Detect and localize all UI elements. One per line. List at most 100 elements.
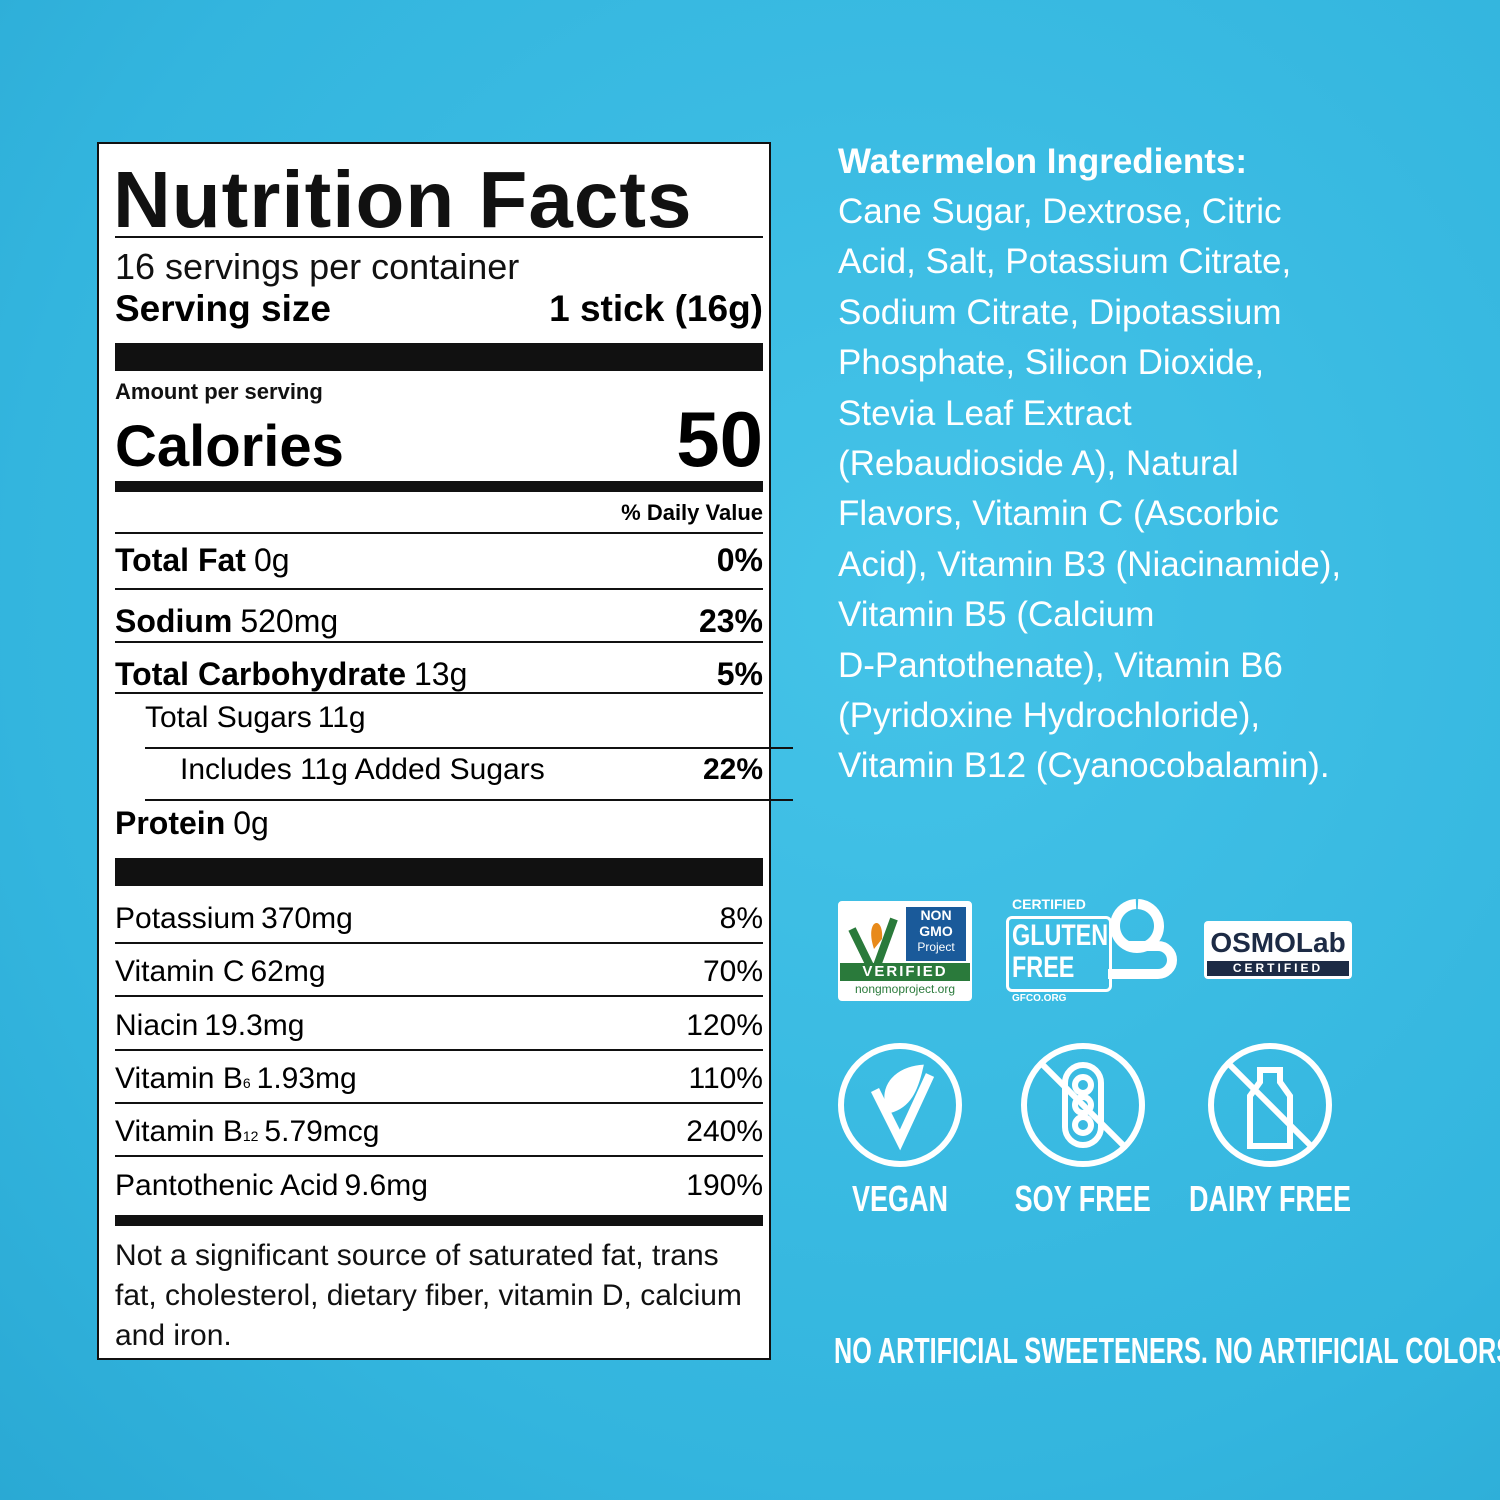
vitamin-dv: 190% (686, 1168, 763, 1202)
nutrient-amount: 0g (233, 805, 269, 841)
dv-header: % Daily Value (621, 500, 763, 525)
vitamin-row: Potassium 370mg 8% (115, 902, 763, 936)
ingredient-line: Acid), Vitamin B3 (Niacinamide), (838, 544, 1342, 584)
servings: 16 servings per container (115, 246, 520, 287)
vitamin-name: Vitamin B (115, 1061, 243, 1095)
badge-text: GMO (919, 923, 953, 939)
nutrient-amount: 0g (253, 542, 290, 578)
nutrient-amount: 520mg (240, 603, 339, 639)
nutrient-name: Sodium (115, 603, 233, 639)
nutrient-name: Total Fat (115, 542, 246, 578)
rule (115, 532, 763, 534)
rule (145, 747, 793, 749)
vitamin-name: Niacin (115, 1008, 199, 1042)
vitamin-name: Potassium (115, 902, 256, 935)
badge-text: GLUTEN (1012, 919, 1109, 952)
vitamin-name: Pantothenic Acid (115, 1168, 339, 1202)
gluten-free-badge: CERTIFIED GLUTEN FREE GFCO.ORG (1006, 896, 1177, 1006)
icon-label-text: SOY FREE (1014, 1178, 1152, 1219)
nutrient-row: Includes 11g Added Sugars 22% (115, 753, 763, 787)
ingredient-line: (Rebaudioside A), Natural (838, 444, 1239, 483)
vitamin-row: Vitamin C 62mg 70% (115, 955, 763, 989)
rule (115, 1048, 763, 1051)
vitamin-amount: 19.3mg (204, 1008, 305, 1042)
vitamin-name: Vitamin B (115, 1115, 243, 1149)
ingredient-line: (Pyridoxine Hydrochloride), (838, 696, 1261, 735)
ingredient-line: Flavors, Vitamin C (Ascorbic (838, 494, 1279, 534)
vitamin-amount: 9.6mg (344, 1168, 428, 1202)
vitamin-dv: 240% (686, 1115, 763, 1149)
vitamin-subscript: 6 (242, 1074, 251, 1091)
vitamin-dv: 120% (686, 1008, 763, 1042)
vitamin-name: Vitamin C (115, 955, 245, 989)
vitamin-amount: 62mg (250, 955, 326, 989)
vitamin-amount: 5.79mcg (264, 1115, 380, 1149)
vitamin-amount: 1.93mg (256, 1061, 357, 1095)
badge-text: OSMOLab (1210, 927, 1346, 958)
non-gmo-badge: NON GMO Project VERIFIED nongmoproject.o… (838, 901, 972, 1001)
medium-rule (115, 481, 763, 492)
nutrient-row: Total Sugars 11g (115, 701, 763, 735)
icon-label: VEGAN (750, 1178, 1050, 1220)
serving-size-label: Serving size (115, 288, 331, 329)
rule (115, 942, 763, 944)
nutrient-name: Total Sugars (145, 701, 312, 734)
ingredient-line: Phosphate, Silicon Dioxide, (838, 343, 1265, 383)
nutrient-dv: 23% (698, 603, 763, 639)
ingredient-line: Stevia Leaf Extract (838, 393, 1132, 433)
ingredient-line: Vitamin B5 (Calcium (838, 595, 1155, 635)
rule (115, 588, 763, 590)
icon-label: DAIRY FREE (1120, 1178, 1420, 1220)
g-icon (1108, 899, 1177, 979)
vitamin-dv: 110% (688, 1061, 763, 1095)
ingredient-line: Sodium Citrate, Dipotassium (838, 292, 1282, 332)
osmolab-badge: OSMOLab CERTIFIED (1204, 921, 1352, 979)
badge-text: VERIFIED (840, 963, 970, 981)
badge-text: CERTIFIED (1207, 961, 1349, 976)
ingredient-line: Vitamin B12 (Cyanocobalamin). (838, 746, 1330, 786)
vitamin-row: Vitamin B 12 5.79mcg 240% (115, 1115, 763, 1149)
vitamin-row: Vitamin B 6 1.93mg 110% (115, 1062, 763, 1096)
nutrient-row: Total Carbohydrate 13g 5% (115, 656, 763, 693)
nutrient-amount: 11g (317, 701, 366, 734)
tagline: NO ARTIFICIAL SWEETENERS. NO ARTIFICIAL … (834, 1330, 1500, 1371)
thick-rule (115, 858, 763, 886)
nutrient-amount: 13g (414, 656, 468, 692)
nutrient-dv: 22% (702, 753, 763, 786)
ingredient-line: Cane Sugar, Dextrose, Citric (838, 192, 1282, 231)
calories-row: Calories 50 (115, 394, 763, 485)
nutrient-row: Protein 0g (115, 805, 763, 842)
calories: 50 (676, 395, 763, 483)
tagline-wrap: NO ARTIFICIAL SWEETENERS. NO ARTIFICIAL … (834, 1330, 1500, 1372)
vitamin-subscript: 12 (242, 1128, 259, 1145)
footnote: Not a significant source of saturated fa… (115, 1239, 742, 1352)
ingredient-line: Acid, Salt, Potassium Citrate, (838, 242, 1292, 282)
badge-text: GFCO.ORG (1012, 993, 1067, 1004)
calories-label: Calories (115, 414, 344, 479)
badge-text: NON (920, 907, 952, 923)
dv-header-row: % Daily Value (115, 500, 763, 526)
vitamin-dv: 70% (702, 955, 763, 989)
vitamin-row: Niacin 19.3mg 120% (115, 1009, 763, 1043)
rule (145, 799, 793, 801)
badge-text: CERTIFIED (1012, 896, 1086, 912)
vitamin-row: Pantothenic Acid 9.6mg 190% (115, 1169, 763, 1203)
nutrient-row: Total Fat 0g 0% (115, 542, 763, 579)
rule (115, 236, 763, 238)
icon-label-text: VEGAN (851, 1178, 949, 1219)
nutrient-name: Includes 11g Added Sugars (180, 753, 545, 786)
icon-label: SOY FREE (933, 1178, 1233, 1220)
ingredient-line: D-Pantothenate), Vitamin B6 (838, 645, 1283, 685)
badge-text: FREE (1012, 951, 1075, 984)
vitamin-amount: 370mg (261, 902, 353, 935)
serving-size-row: Serving size 1 stick (16g) (115, 288, 763, 330)
nutrition-label: Nutrition Facts 16 servings per containe… (97, 142, 793, 1360)
rule (115, 1155, 763, 1158)
nutrient-dv: 5% (716, 656, 763, 692)
icon-label-text: DAIRY FREE (1188, 1178, 1352, 1219)
serving-size: 1 stick (16g) (549, 288, 763, 329)
nutrient-name: Total Carbohydrate (115, 656, 406, 692)
ingredients-title: Watermelon Ingredients: (838, 142, 1248, 181)
amount-per-serving: Amount per serving (115, 379, 323, 404)
